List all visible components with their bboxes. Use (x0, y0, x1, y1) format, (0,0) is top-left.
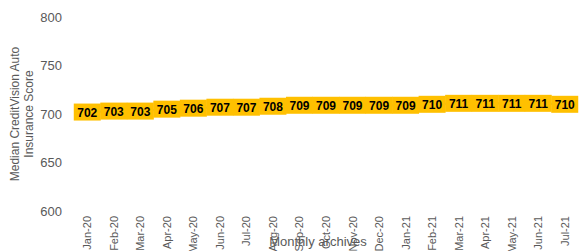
x-tick-label: Jul-20 (240, 216, 252, 246)
data-label: 709 (289, 99, 309, 113)
data-label-box (259, 98, 286, 115)
data-label-box (313, 97, 340, 114)
data-label-box (233, 99, 260, 116)
x-tick-label: Apr-20 (161, 216, 173, 249)
y-axis-label: Median CreditVision Auto Insurance Score (8, 29, 36, 199)
data-label: 709 (343, 99, 363, 113)
y-tick-label: 750 (40, 58, 62, 73)
data-label: 703 (130, 105, 150, 119)
data-label-box (153, 101, 180, 118)
data-label-box (445, 95, 472, 112)
x-tick-label: Mar-21 (453, 216, 465, 251)
data-label-box (339, 97, 366, 114)
data-label: 702 (77, 106, 97, 120)
data-label: 709 (396, 99, 416, 113)
y-tick-label: 600 (40, 204, 62, 219)
x-tick-label: Jan-20 (81, 216, 93, 250)
data-label: 709 (369, 99, 389, 113)
y-tick-label: 800 (40, 10, 62, 25)
x-tick-label: Mar-20 (134, 216, 146, 251)
x-tick-label: Jul-21 (559, 216, 571, 246)
x-tick-label: Dec-20 (373, 216, 385, 251)
x-tick-label: Feb-21 (426, 216, 438, 251)
data-labels: 702 703 703 705 706 707 707 708 709 709 709 709 709 7… (74, 95, 578, 121)
data-label: 711 (449, 97, 469, 111)
data-label-box (551, 96, 578, 113)
data-label: 703 (104, 105, 124, 119)
data-label: 705 (157, 103, 177, 117)
data-label-box (286, 97, 313, 114)
data-label: 711 (502, 97, 522, 111)
data-label: 709 (316, 99, 336, 113)
data-label-box (100, 103, 127, 120)
y-tick-label: 700 (40, 107, 62, 122)
x-tick-label: Feb-20 (108, 216, 120, 251)
data-label-box (366, 97, 393, 114)
data-label-box (472, 95, 499, 112)
x-tick-label: May-20 (187, 216, 199, 251)
data-label-box (525, 95, 552, 112)
data-label: 708 (263, 100, 283, 114)
data-label-box (392, 97, 419, 114)
x-tick-label: Jun-20 (214, 216, 226, 250)
x-axis-label: Monthly archives (269, 234, 367, 249)
x-tick-label: Jun-21 (532, 216, 544, 250)
data-label-box (180, 100, 207, 117)
data-label: 710 (555, 98, 575, 112)
data-label: 710 (422, 98, 442, 112)
data-label-box (498, 95, 525, 112)
chart-svg: 600 650 700 750 800 Jan-20 Feb-20 Mar-20 Apr-20 M… (0, 0, 580, 251)
y-tick-label: 650 (40, 155, 62, 170)
data-label: 707 (236, 101, 256, 115)
chart: 600 650 700 750 800 Jan-20 Feb-20 Mar-20 Apr-20 M… (0, 0, 580, 251)
data-label-box (127, 103, 154, 120)
x-tick-label: Apr-21 (479, 216, 491, 249)
data-label: 711 (529, 97, 549, 111)
data-label: 706 (183, 102, 203, 116)
data-label: 707 (210, 101, 230, 115)
data-label-box (206, 99, 233, 116)
x-tick-label: May-21 (506, 216, 518, 251)
x-tick-label: Jan-21 (400, 216, 412, 250)
data-label-box (419, 96, 446, 113)
data-label-box (74, 104, 101, 121)
data-label: 711 (475, 97, 495, 111)
